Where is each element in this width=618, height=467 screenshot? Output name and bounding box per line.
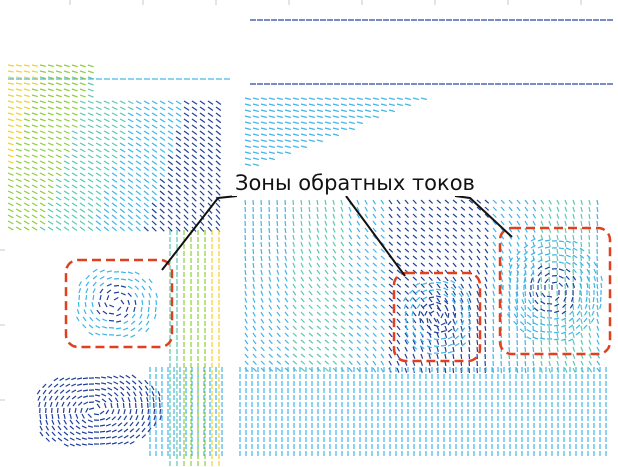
leader-lines bbox=[161, 195, 513, 277]
grid-lines bbox=[0, 0, 582, 401]
figure-caption: Зоны обратных токов bbox=[232, 170, 478, 196]
recirculation-zones bbox=[64, 226, 612, 363]
velocity-vectors bbox=[7, 19, 613, 466]
